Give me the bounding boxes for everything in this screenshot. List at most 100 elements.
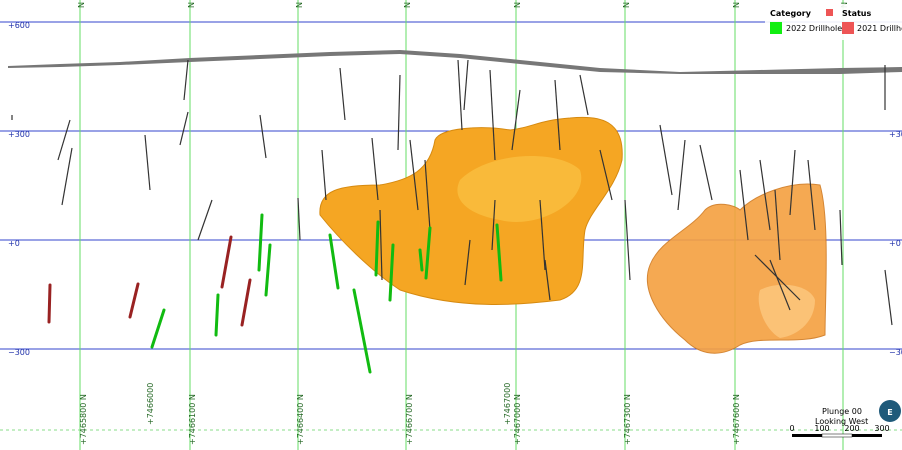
northing-label: +7465800 N: [79, 394, 88, 445]
drillhole-2022: [388, 243, 395, 302]
drillhole: [677, 139, 686, 211]
drillhole: [491, 199, 496, 251]
drillhole-2022: [424, 226, 432, 280]
northing-label: +7466100 N: [188, 394, 197, 445]
drillhole: [371, 137, 379, 201]
drillhole: [297, 197, 301, 241]
drillhole-2022: [495, 223, 503, 282]
topography: [8, 50, 902, 74]
legend-swatch: [770, 22, 782, 34]
elevation-label: +0: [889, 239, 901, 248]
elevation-label: +600: [8, 21, 30, 30]
drillhole: [183, 59, 189, 101]
drillhole: [579, 74, 589, 116]
drillhole: [839, 209, 843, 266]
looking-label: Looking West: [815, 417, 868, 426]
drillhole-2022: [257, 213, 264, 272]
drillhole: [759, 159, 771, 231]
scale-label: 100: [814, 424, 829, 433]
drillhole: [511, 89, 521, 151]
northing-label: +7467000 N: [512, 0, 521, 8]
labels: +600 +300 +0 −300 +30 +0 −30 +7465800 N +7466100…: [8, 0, 902, 445]
elevation-label: +300: [8, 130, 30, 139]
orebody-east-highlight: [758, 284, 815, 338]
legend-swatch: [842, 22, 854, 34]
drillhole: [774, 189, 781, 261]
northing-label: +7467600 N: [732, 394, 741, 445]
drillhole: [539, 199, 546, 271]
drillhole: [699, 144, 713, 201]
legend-item: 2021 Drillhol: [857, 24, 902, 33]
legend-title: Status: [842, 9, 872, 18]
drillhole: [463, 59, 469, 111]
drillhole: [179, 111, 189, 146]
northing-label: +7467300 N: [623, 394, 632, 445]
elevation-label: −30: [889, 348, 902, 357]
drillhole-2022: [418, 248, 424, 272]
drillhole: [769, 259, 791, 311]
northing-label: +7467000: [503, 383, 512, 425]
drillhole: [807, 159, 816, 231]
northing-label: +7465800 N: [76, 0, 85, 8]
drillhole-2022: [328, 233, 340, 290]
drillhole-2021: [220, 235, 233, 289]
legend-box: [765, 4, 902, 40]
northing-label: +7466700 N: [402, 0, 411, 8]
northing-label: +7467000 N: [513, 394, 522, 445]
drillhole: [424, 159, 431, 231]
northing-label: +7466400 N: [294, 0, 303, 8]
scale-label: 300: [874, 424, 889, 433]
drillhole-2022: [374, 220, 380, 277]
drillhole: [659, 124, 673, 196]
orebody-highlight: [457, 156, 582, 222]
legend: Category Status 2022 Drillhole 2021 Dril…: [765, 4, 902, 40]
drillhole: [544, 259, 551, 301]
drillhole: [144, 134, 151, 191]
scale-label: 200: [844, 424, 859, 433]
scale-label: 0: [789, 424, 794, 433]
drillhole: [624, 199, 631, 281]
drillhole-2021: [240, 278, 252, 327]
scale-seg: [792, 434, 822, 437]
northing-label: +7467300 N: [621, 0, 630, 8]
drillhole-2022: [352, 288, 372, 374]
drillhole: [789, 149, 796, 216]
drillholes: [11, 59, 893, 374]
drillhole: [489, 69, 496, 161]
northing-label: +7466000: [146, 383, 155, 425]
elevation-label: −300: [8, 348, 30, 357]
legend-item: 2022 Drillhole: [786, 24, 842, 33]
drillhole-2022: [214, 293, 220, 337]
drillhole: [554, 79, 561, 151]
drillhole: [379, 209, 383, 281]
drillhole: [61, 147, 73, 206]
drillhole-2022: [264, 243, 272, 297]
scale-bar: [792, 433, 882, 438]
drillhole: [599, 149, 613, 201]
drillhole: [259, 114, 267, 159]
drillhole: [464, 239, 471, 286]
drillhole: [739, 169, 749, 241]
legend-title: Category: [770, 9, 812, 18]
plunge-label: Plunge 00: [822, 407, 862, 416]
northing-label: +7466700 N: [405, 394, 414, 445]
drillhole: [57, 119, 71, 161]
elevation-label: +0: [8, 239, 20, 248]
drillhole: [884, 269, 893, 326]
drillhole: [409, 139, 419, 211]
drillhole: [457, 59, 463, 131]
drillhole-2022: [150, 308, 166, 349]
scale-seg: [821, 433, 853, 438]
legend-close[interactable]: [826, 9, 833, 16]
drillhole: [397, 74, 401, 151]
scale-seg: [852, 434, 882, 437]
northing-label: +7466400 N: [296, 394, 305, 445]
drillhole: [197, 199, 213, 241]
compass[interactable]: [879, 400, 901, 422]
drillhole-2021: [47, 283, 52, 324]
northing-label: +7466100 N: [186, 0, 195, 8]
northing-label: +7467600 N: [731, 0, 740, 8]
elevation-label: +30: [889, 130, 902, 139]
compass-label: E: [887, 408, 892, 417]
